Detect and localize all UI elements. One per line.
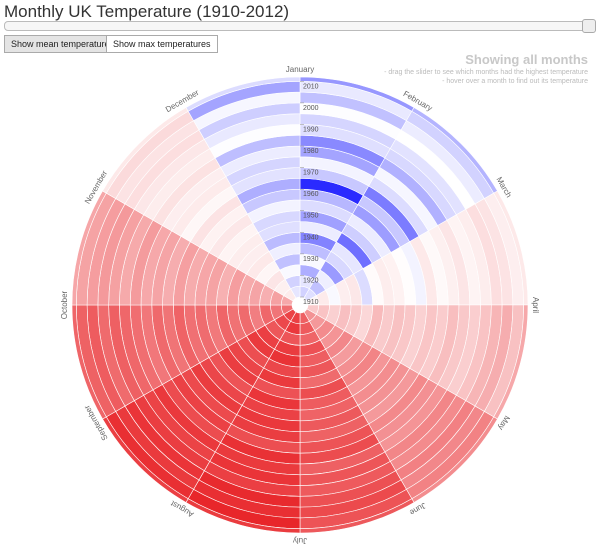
month-label: October xyxy=(60,290,69,319)
month-label: July xyxy=(293,536,307,545)
month-slider[interactable] xyxy=(4,19,596,33)
year-tick-label: 1960 xyxy=(303,191,319,198)
year-tick-label: 1910 xyxy=(303,299,319,306)
year-tick-label: 1950 xyxy=(303,213,319,220)
year-tick-label: 1940 xyxy=(303,234,319,241)
year-tick-label: 1990 xyxy=(303,126,319,133)
year-tick-label: 1970 xyxy=(303,170,319,177)
year-tick-label: 1930 xyxy=(303,256,319,263)
year-tick-label: 2010 xyxy=(303,83,319,90)
max-button[interactable]: Show max temperatures xyxy=(106,35,218,53)
info-line: - drag the slider to see which months ha… xyxy=(384,69,588,76)
month-label: January xyxy=(286,65,314,74)
slider-handle[interactable] xyxy=(582,19,596,33)
year-tick-label: 1980 xyxy=(303,148,319,155)
month-label: April xyxy=(531,297,540,313)
info-heading: Showing all months xyxy=(465,52,588,67)
year-tick-label: 1920 xyxy=(303,277,319,284)
page-title: Monthly UK Temperature (1910-2012) xyxy=(4,2,290,21)
info-line: - hover over a month to find out its tem… xyxy=(442,78,588,85)
center-hole xyxy=(292,297,308,313)
year-tick-label: 2000 xyxy=(303,105,319,112)
